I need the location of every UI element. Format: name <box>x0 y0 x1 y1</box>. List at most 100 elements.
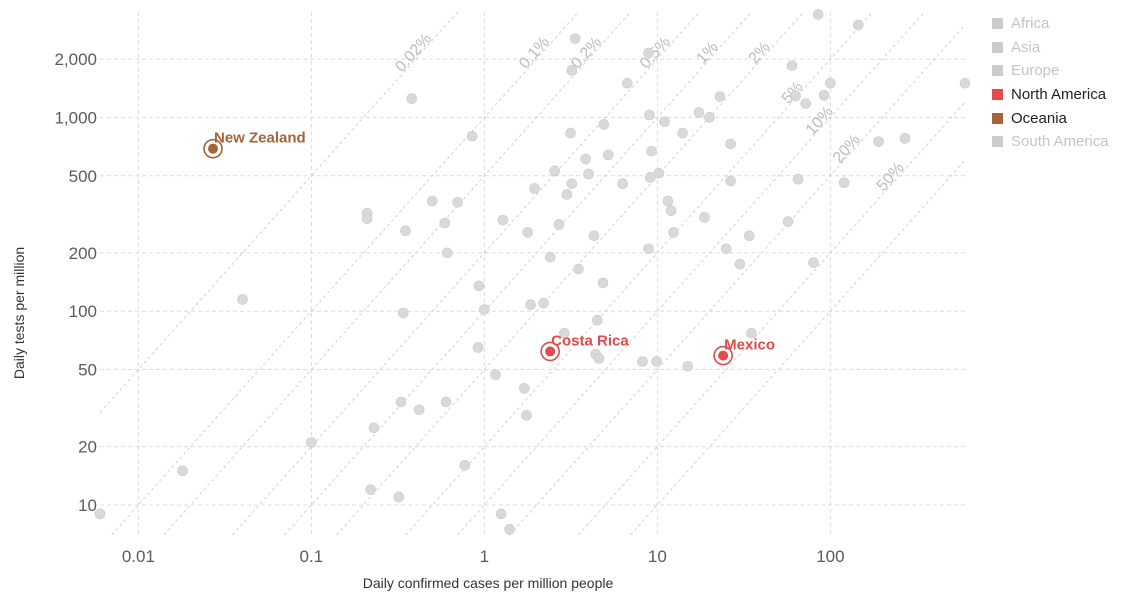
data-point[interactable] <box>452 196 463 208</box>
data-point[interactable] <box>479 304 490 315</box>
data-point[interactable] <box>644 172 656 183</box>
data-point[interactable] <box>746 327 757 339</box>
data-point[interactable] <box>406 93 417 104</box>
legend-item[interactable]: North America <box>992 83 1109 107</box>
data-point[interactable] <box>440 396 452 408</box>
highlighted-point[interactable] <box>208 143 219 154</box>
data-point[interactable] <box>538 297 549 309</box>
data-point[interactable] <box>682 360 694 372</box>
data-point[interactable] <box>699 212 710 223</box>
data-point[interactable] <box>518 383 530 394</box>
data-point[interactable] <box>566 178 578 189</box>
data-point[interactable] <box>592 314 603 326</box>
data-point[interactable] <box>466 130 478 142</box>
data-point[interactable] <box>497 214 509 226</box>
data-point[interactable] <box>873 136 884 147</box>
data-point[interactable] <box>413 404 425 416</box>
data-point[interactable] <box>306 437 317 448</box>
data-point[interactable] <box>959 78 971 89</box>
legend-item[interactable]: South America <box>992 130 1109 154</box>
data-point[interactable] <box>561 189 573 200</box>
data-point[interactable] <box>398 307 409 319</box>
data-point[interactable] <box>782 216 794 227</box>
data-point[interactable] <box>818 90 830 101</box>
data-point[interactable] <box>583 168 594 180</box>
data-point[interactable] <box>177 465 188 477</box>
data-point[interactable] <box>668 227 679 238</box>
data-point[interactable] <box>490 369 501 381</box>
data-point[interactable] <box>653 167 665 179</box>
data-point[interactable] <box>395 396 407 408</box>
data-point[interactable] <box>597 277 609 289</box>
data-point[interactable] <box>792 173 804 185</box>
data-point[interactable] <box>400 225 411 237</box>
data-point[interactable] <box>838 177 850 189</box>
data-point[interactable] <box>368 422 380 434</box>
data-point[interactable] <box>617 178 628 189</box>
data-point[interactable] <box>441 247 453 259</box>
data-point[interactable] <box>646 145 657 157</box>
data-point[interactable] <box>852 19 864 31</box>
data-point[interactable] <box>643 243 654 255</box>
data-point[interactable] <box>237 294 248 305</box>
data-point[interactable] <box>651 356 662 367</box>
data-point[interactable] <box>734 258 746 270</box>
data-point[interactable] <box>529 183 540 194</box>
data-point[interactable] <box>573 263 584 275</box>
data-point[interactable] <box>899 133 911 144</box>
data-point[interactable] <box>662 195 674 207</box>
data-point[interactable] <box>525 299 536 311</box>
data-point[interactable] <box>544 251 556 263</box>
data-point[interactable] <box>521 410 532 421</box>
data-point[interactable] <box>659 116 670 128</box>
data-point[interactable] <box>643 47 654 59</box>
highlighted-point[interactable] <box>545 346 556 357</box>
data-point[interactable] <box>473 280 485 292</box>
legend-item[interactable]: Oceania <box>992 106 1109 130</box>
data-point[interactable] <box>598 119 610 130</box>
data-point[interactable] <box>825 78 836 89</box>
data-point[interactable] <box>704 112 715 123</box>
data-point[interactable] <box>665 205 677 217</box>
data-point[interactable] <box>720 243 732 255</box>
data-point[interactable] <box>644 109 655 121</box>
data-point[interactable] <box>677 127 688 139</box>
data-point[interactable] <box>393 491 405 503</box>
data-point[interactable] <box>588 230 600 242</box>
data-point[interactable] <box>439 217 451 229</box>
data-point[interactable] <box>565 127 576 139</box>
data-point[interactable] <box>808 257 819 268</box>
data-point[interactable] <box>800 98 811 109</box>
data-point[interactable] <box>459 460 471 471</box>
data-point[interactable] <box>495 508 507 520</box>
data-point[interactable] <box>504 523 515 535</box>
data-point[interactable] <box>522 227 534 238</box>
legend-item[interactable]: Asia <box>992 36 1109 60</box>
data-point[interactable] <box>569 33 581 44</box>
data-point[interactable] <box>602 149 614 161</box>
data-point[interactable] <box>744 230 755 242</box>
legend-item[interactable]: Africa <box>992 12 1109 36</box>
legend-item[interactable]: Europe <box>992 59 1109 83</box>
data-point[interactable] <box>566 65 578 76</box>
data-point[interactable] <box>580 153 591 165</box>
data-point[interactable] <box>786 60 798 71</box>
data-point[interactable] <box>94 508 106 520</box>
data-point[interactable] <box>714 91 726 102</box>
data-point[interactable] <box>549 165 561 177</box>
data-point[interactable] <box>725 138 736 150</box>
data-point[interactable] <box>365 484 376 495</box>
data-point[interactable] <box>812 9 824 20</box>
data-point[interactable] <box>790 90 801 102</box>
data-point[interactable] <box>361 213 373 225</box>
data-point[interactable] <box>637 356 648 367</box>
highlighted-point[interactable] <box>718 350 729 361</box>
data-point[interactable] <box>427 195 438 207</box>
data-point[interactable] <box>593 353 605 364</box>
data-point[interactable] <box>621 78 633 89</box>
data-point[interactable] <box>472 342 484 353</box>
data-point[interactable] <box>725 175 736 187</box>
data-point[interactable] <box>693 107 705 118</box>
data-point[interactable] <box>559 327 570 339</box>
data-point[interactable] <box>553 219 565 230</box>
